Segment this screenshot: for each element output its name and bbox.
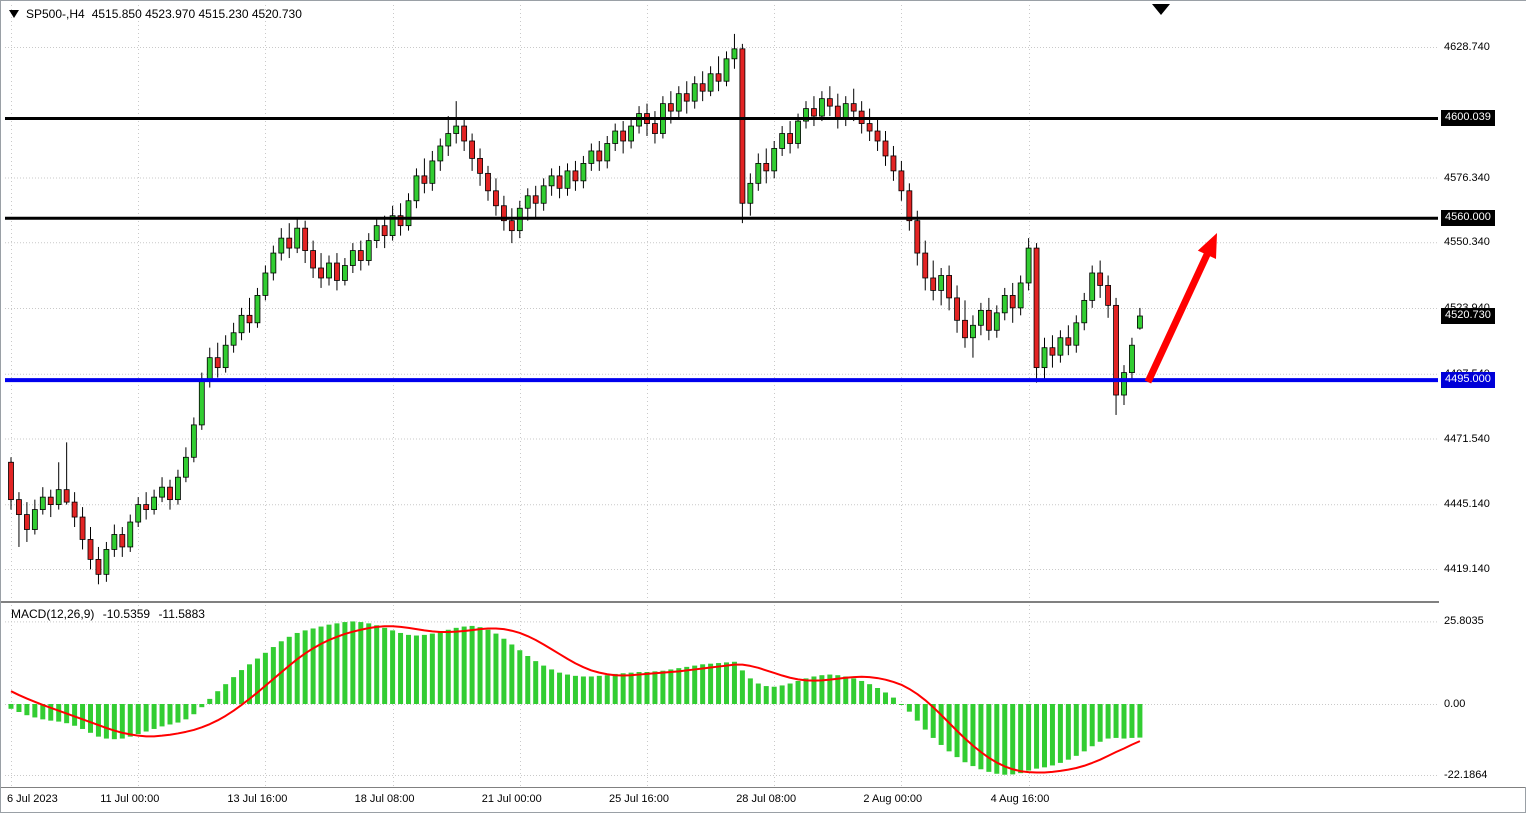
price-tick-label: 4628.740 — [1444, 41, 1490, 53]
macd-signal-value: -11.5883 — [158, 607, 205, 621]
price-axis[interactable] — [1439, 1, 1526, 787]
macd-indicator-label: MACD(12,26,9) -10.5359 -11.5883 — [11, 607, 210, 621]
time-tick-label: 2 Aug 00:00 — [863, 793, 923, 805]
time-axis[interactable] — [1, 788, 1525, 812]
current-price-badge: 4520.730 — [1441, 307, 1495, 324]
macd-name: MACD(12,26,9) — [11, 607, 95, 621]
symbol-timeframe-label: SP500-,H4 — [26, 7, 85, 21]
time-tick-label: 13 Jul 16:00 — [227, 793, 288, 805]
price-tick-label: 4471.540 — [1444, 432, 1490, 445]
trend-arrow[interactable] — [1144, 233, 1217, 384]
macd-tick-label: 25.8035 — [1444, 615, 1484, 628]
candlesticks — [8, 33, 1143, 585]
price-tick-label: 4550.340 — [1444, 236, 1490, 249]
macd-tick-label: -22.1864 — [1444, 768, 1488, 781]
quote-bar: SP500-,H4 4515.850 4523.970 4515.230 452… — [9, 7, 302, 21]
macd-main-value: -10.5359 — [102, 607, 151, 621]
grid — [5, 5, 1438, 787]
time-tick-label: 11 Jul 00:00 — [100, 793, 160, 805]
price-level-badge: 4560.000 — [1441, 210, 1495, 227]
time-tick-label: 25 Jul 16:00 — [609, 793, 669, 805]
macd-histogram — [8, 621, 1143, 775]
time-tick-label: 4 Aug 16:00 — [990, 793, 1050, 805]
macd-tick-label: 0.00 — [1444, 698, 1466, 710]
chart-shift-icon[interactable] — [1152, 4, 1170, 15]
time-tick-label: 21 Jul 00:00 — [481, 793, 542, 805]
price-level-badge: 4495.000 — [1441, 372, 1495, 389]
triangle-down-icon[interactable] — [9, 10, 19, 18]
time-tick-label: 18 Jul 08:00 — [354, 793, 415, 805]
price-tick-label: 4445.140 — [1444, 498, 1490, 511]
time-tick-label: 28 Jul 08:00 — [736, 793, 797, 805]
ohlc-quote: 4515.850 4523.970 4515.230 4520.730 — [91, 7, 302, 21]
macd-signal-line — [10, 625, 1141, 774]
price-level-badge: 4600.039 — [1441, 110, 1495, 127]
time-tick-label: 6 Jul 2023 — [7, 793, 58, 805]
price-tick-label: 4419.140 — [1444, 563, 1490, 575]
price-tick-label: 4576.340 — [1444, 171, 1490, 184]
